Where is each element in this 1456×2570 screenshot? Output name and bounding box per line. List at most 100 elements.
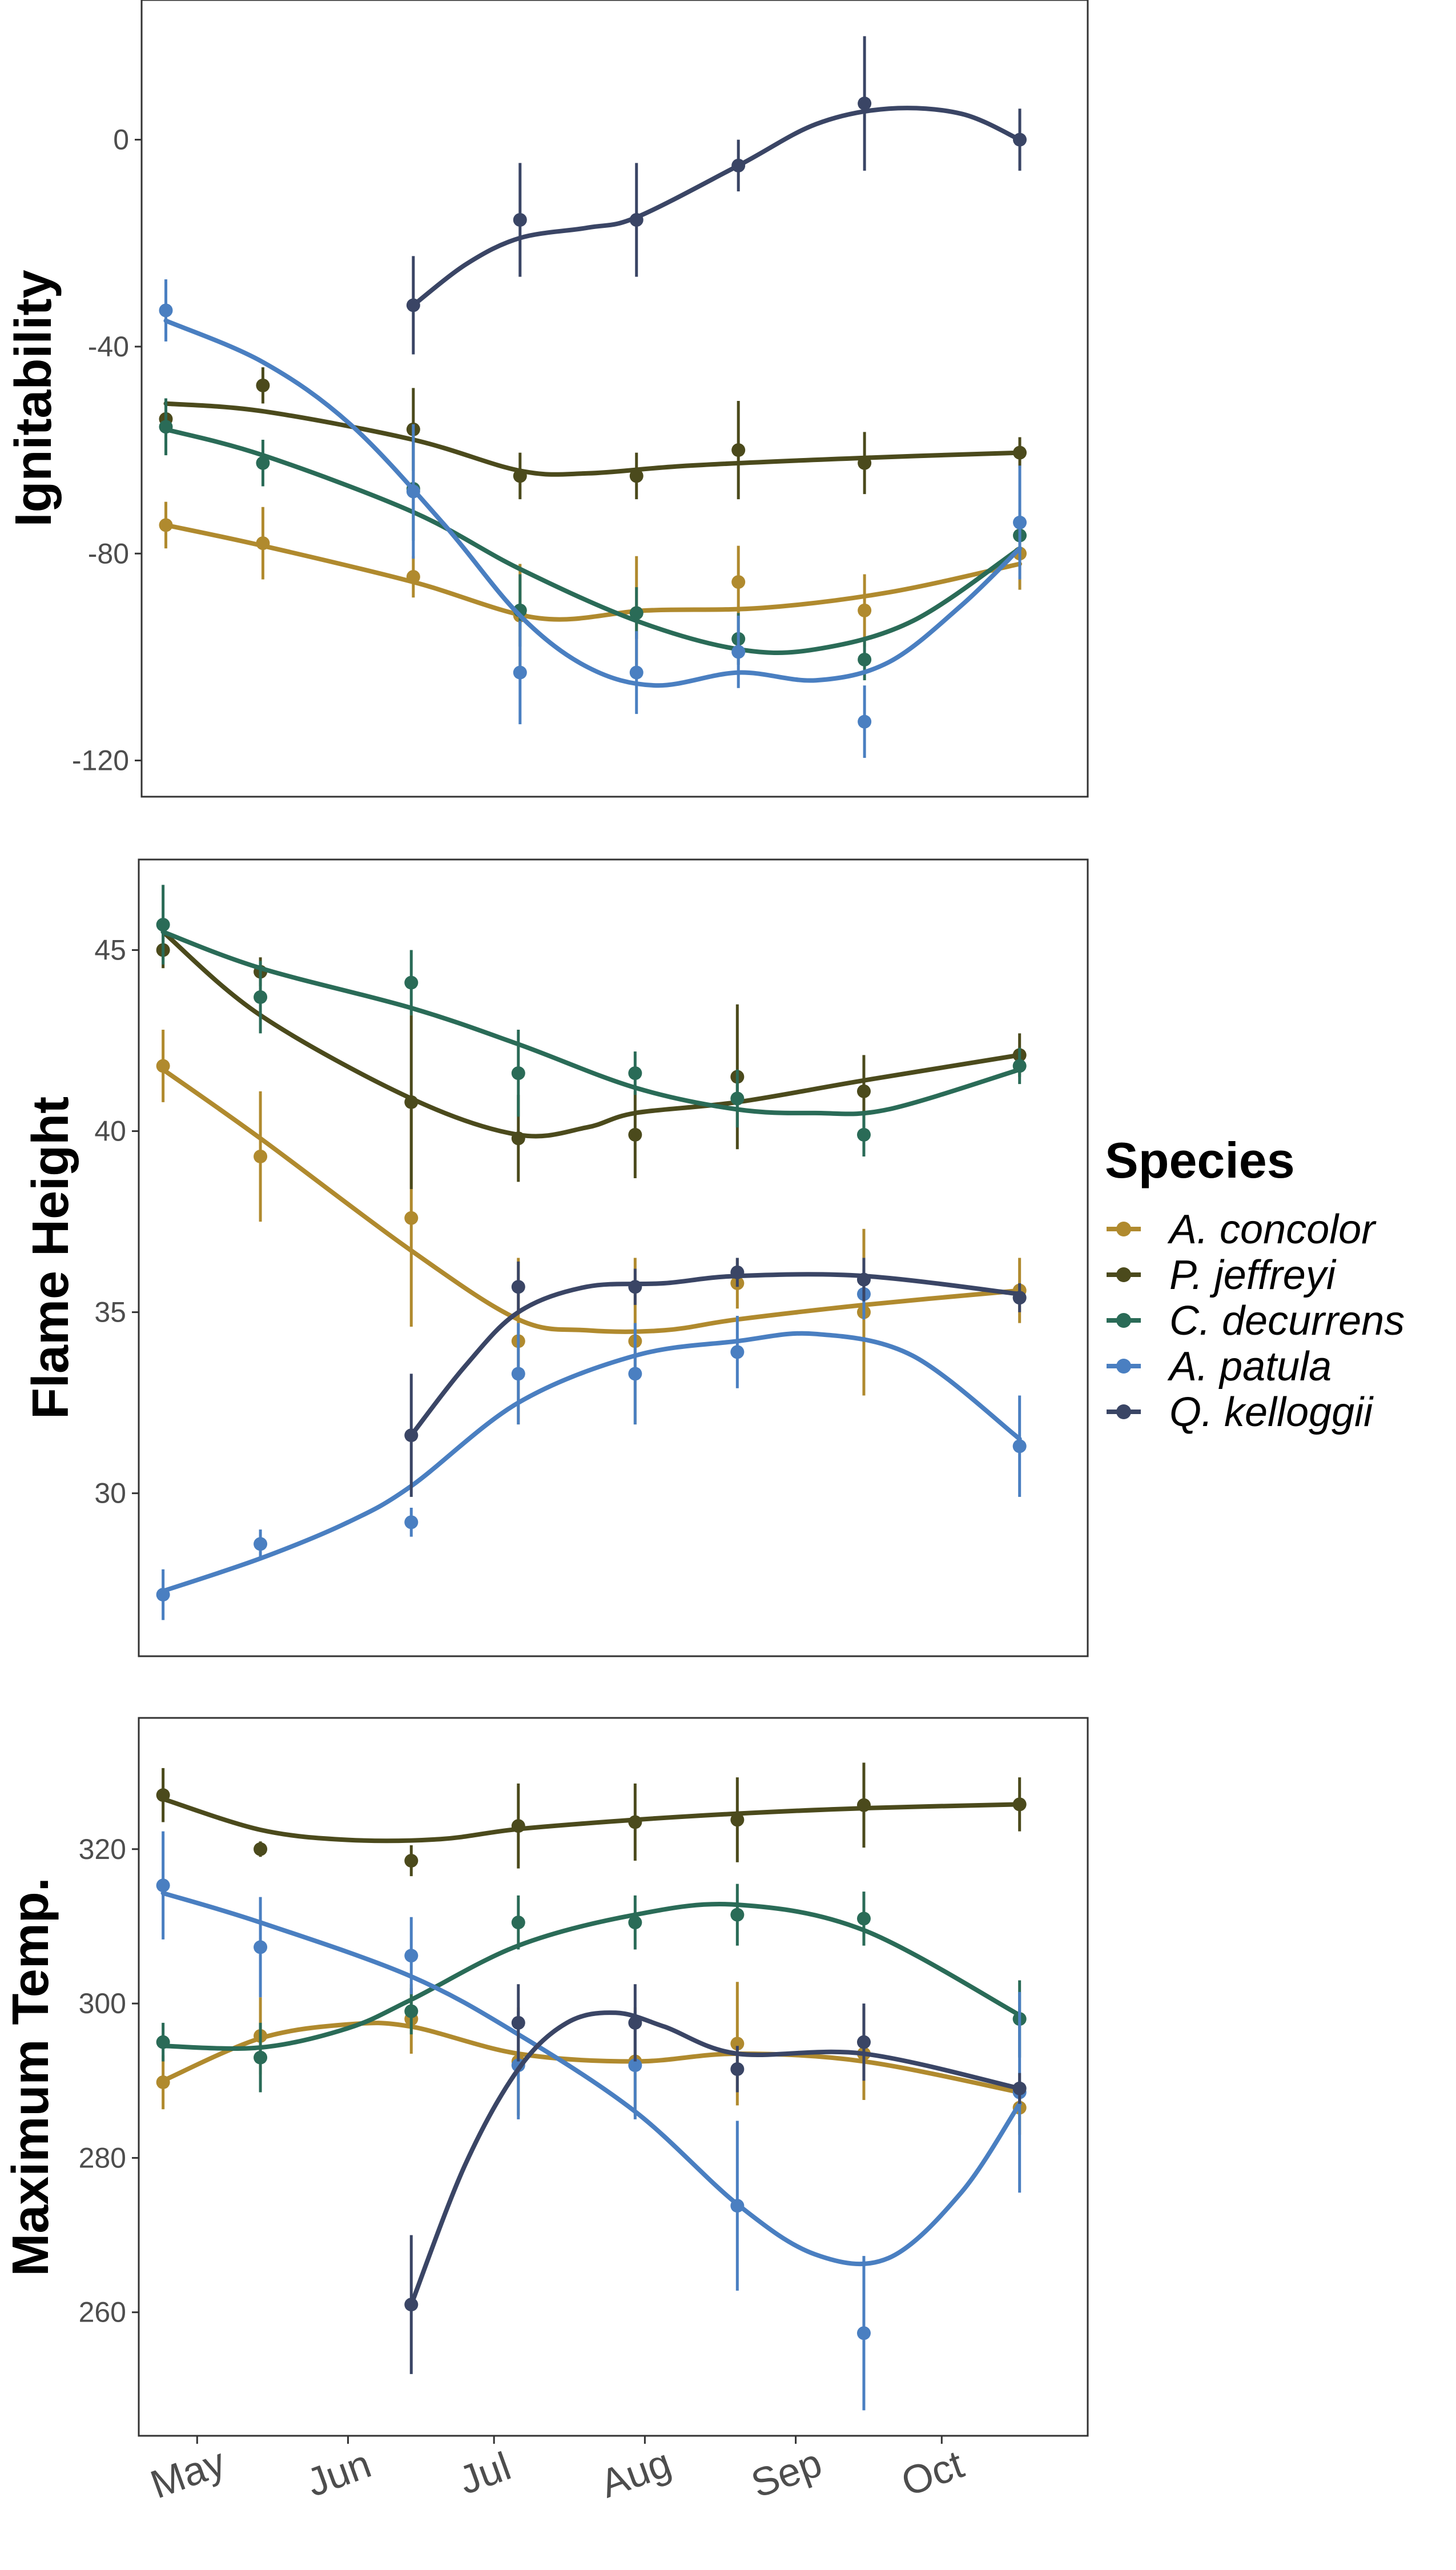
data-point bbox=[156, 1878, 170, 1893]
data-point bbox=[628, 1367, 642, 1381]
y-tick-label: 280 bbox=[79, 2142, 126, 2174]
data-point bbox=[629, 469, 643, 483]
data-point bbox=[404, 1211, 419, 1225]
data-point bbox=[730, 2062, 745, 2076]
legend-entry-a-patula: A. patula bbox=[1107, 1344, 1332, 1390]
data-point bbox=[156, 1788, 170, 1802]
data-point bbox=[156, 2035, 170, 2049]
data-point bbox=[730, 2199, 745, 2213]
series-q-kelloggii bbox=[406, 36, 1027, 355]
data-point bbox=[628, 1916, 642, 1930]
smooth-line bbox=[160, 929, 1022, 1117]
data-point bbox=[1012, 1059, 1027, 1073]
data-point bbox=[1012, 1439, 1027, 1453]
data-point bbox=[628, 1127, 642, 1142]
smooth-line bbox=[411, 106, 1022, 308]
data-point bbox=[629, 606, 643, 620]
legend-label: C. decurrens bbox=[1169, 1298, 1405, 1344]
data-point bbox=[404, 1854, 419, 1868]
legend-entry-c-decurrens: C. decurrens bbox=[1107, 1298, 1405, 1344]
data-point bbox=[856, 1127, 871, 1142]
data-point bbox=[730, 1813, 745, 1827]
y-axis-title: Ignitability bbox=[5, 270, 62, 527]
data-point bbox=[858, 603, 872, 617]
data-point bbox=[254, 1940, 268, 1954]
data-point bbox=[256, 536, 270, 551]
data-point bbox=[731, 575, 746, 589]
data-point bbox=[858, 97, 872, 111]
data-point bbox=[628, 2058, 642, 2073]
smooth-line bbox=[160, 929, 1022, 1139]
data-point bbox=[404, 1095, 419, 1109]
data-point bbox=[856, 1912, 871, 1926]
smooth-line bbox=[160, 1902, 1022, 2051]
series-a-concolor bbox=[159, 501, 1027, 670]
data-point bbox=[406, 484, 420, 499]
legend-entry-q-kelloggii: Q. kelloggii bbox=[1107, 1390, 1374, 1435]
smooth-line bbox=[163, 427, 1022, 656]
y-tick-label: 45 bbox=[94, 934, 126, 966]
data-point bbox=[404, 1949, 419, 1963]
y-axis-title: Maximum Temp. bbox=[2, 1877, 59, 2276]
data-point bbox=[254, 1149, 268, 1163]
data-point bbox=[858, 714, 872, 729]
y-axis-title: Flame Height bbox=[22, 1097, 79, 1419]
y-tick-label: 320 bbox=[79, 1833, 126, 1865]
data-point bbox=[730, 1265, 745, 1279]
legend-label: P. jeffreyi bbox=[1169, 1252, 1337, 1298]
data-point bbox=[856, 2326, 871, 2340]
data-point bbox=[628, 1066, 642, 1081]
series-q-kelloggii bbox=[404, 1984, 1027, 2374]
legend-entry-a-concolor: A. concolor bbox=[1107, 1207, 1377, 1252]
smooth-line bbox=[163, 318, 1022, 688]
smooth-line bbox=[160, 1331, 1022, 1593]
legend-label: A. patula bbox=[1167, 1344, 1332, 1390]
series-q-kelloggii bbox=[404, 1258, 1027, 1497]
y-tick-label: 300 bbox=[79, 1987, 126, 2019]
data-point bbox=[156, 1059, 170, 1073]
y-tick-label: 35 bbox=[94, 1296, 126, 1328]
data-point bbox=[404, 2298, 419, 2312]
data-point bbox=[254, 1842, 268, 1856]
data-point bbox=[1013, 132, 1027, 147]
data-point bbox=[731, 645, 746, 659]
data-point bbox=[629, 212, 643, 227]
data-point bbox=[731, 158, 746, 172]
smooth-line bbox=[160, 1796, 1022, 1844]
data-point bbox=[1012, 1291, 1027, 1305]
data-point bbox=[730, 1091, 745, 1106]
data-point bbox=[406, 570, 420, 584]
legend-swatch-point bbox=[1116, 1222, 1131, 1236]
data-point bbox=[156, 918, 170, 932]
data-point bbox=[404, 975, 419, 990]
y-tick-label: -120 bbox=[72, 745, 129, 777]
data-point bbox=[1012, 1797, 1027, 1812]
series-p-jeffreyi bbox=[159, 367, 1027, 500]
y-tick-label: 0 bbox=[113, 124, 129, 156]
y-tick-label: 260 bbox=[79, 2296, 126, 2328]
data-point bbox=[256, 456, 270, 470]
data-point bbox=[156, 1588, 170, 1602]
series-p-jeffreyi bbox=[156, 1762, 1027, 1877]
data-point bbox=[730, 2037, 745, 2051]
data-point bbox=[856, 1272, 871, 1287]
data-point bbox=[511, 1131, 525, 1146]
data-point bbox=[1013, 515, 1027, 529]
data-point bbox=[513, 469, 527, 483]
data-point bbox=[159, 303, 173, 318]
data-point bbox=[156, 2075, 170, 2089]
data-point bbox=[511, 1367, 525, 1381]
data-point bbox=[404, 2004, 419, 2018]
data-point bbox=[511, 2015, 525, 2030]
panel-ignitability: -120 -80 -40 0 Ignitability bbox=[5, 0, 1089, 798]
data-point bbox=[856, 2035, 871, 2049]
data-point bbox=[513, 212, 527, 227]
legend-label: Q. kelloggii bbox=[1169, 1390, 1374, 1435]
smooth-line bbox=[163, 523, 1022, 622]
smooth-line bbox=[160, 1890, 1022, 2267]
data-point bbox=[254, 990, 268, 1004]
smooth-line bbox=[160, 2021, 1022, 2095]
